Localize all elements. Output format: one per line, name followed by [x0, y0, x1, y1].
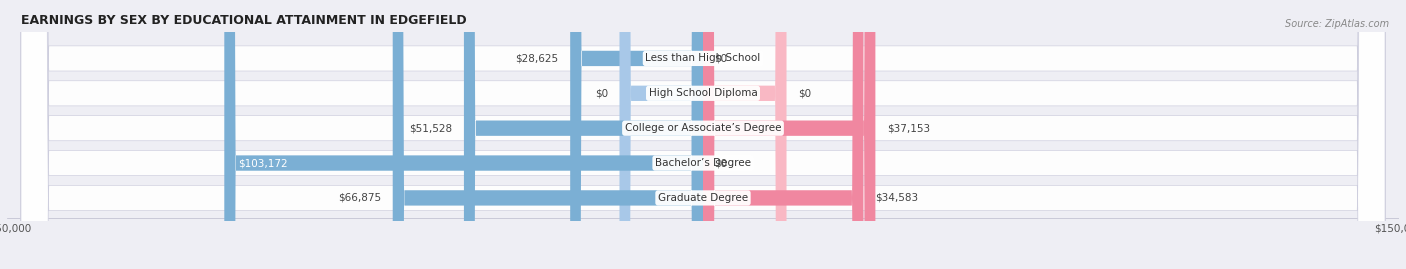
FancyBboxPatch shape [392, 0, 703, 269]
FancyBboxPatch shape [225, 0, 703, 269]
FancyBboxPatch shape [21, 0, 1385, 269]
FancyBboxPatch shape [21, 0, 1385, 269]
FancyBboxPatch shape [21, 0, 1385, 269]
Text: $0: $0 [595, 88, 607, 98]
FancyBboxPatch shape [620, 0, 703, 269]
Text: College or Associate’s Degree: College or Associate’s Degree [624, 123, 782, 133]
FancyBboxPatch shape [703, 0, 786, 269]
FancyBboxPatch shape [571, 0, 703, 269]
Text: $0: $0 [714, 158, 728, 168]
Text: Bachelor’s Degree: Bachelor’s Degree [655, 158, 751, 168]
Text: $34,583: $34,583 [875, 193, 918, 203]
Text: $51,528: $51,528 [409, 123, 453, 133]
Text: $28,625: $28,625 [516, 54, 558, 63]
FancyBboxPatch shape [464, 0, 703, 269]
Text: High School Diploma: High School Diploma [648, 88, 758, 98]
Text: $66,875: $66,875 [337, 193, 381, 203]
FancyBboxPatch shape [21, 0, 1385, 269]
Text: Less than High School: Less than High School [645, 54, 761, 63]
Text: $0: $0 [714, 54, 728, 63]
FancyBboxPatch shape [703, 0, 863, 269]
Text: $37,153: $37,153 [887, 123, 931, 133]
Text: Graduate Degree: Graduate Degree [658, 193, 748, 203]
Text: $103,172: $103,172 [238, 158, 288, 168]
Text: EARNINGS BY SEX BY EDUCATIONAL ATTAINMENT IN EDGEFIELD: EARNINGS BY SEX BY EDUCATIONAL ATTAINMEN… [21, 14, 467, 27]
Text: $0: $0 [799, 88, 811, 98]
FancyBboxPatch shape [703, 0, 876, 269]
FancyBboxPatch shape [21, 0, 1385, 269]
Text: Source: ZipAtlas.com: Source: ZipAtlas.com [1285, 19, 1389, 29]
